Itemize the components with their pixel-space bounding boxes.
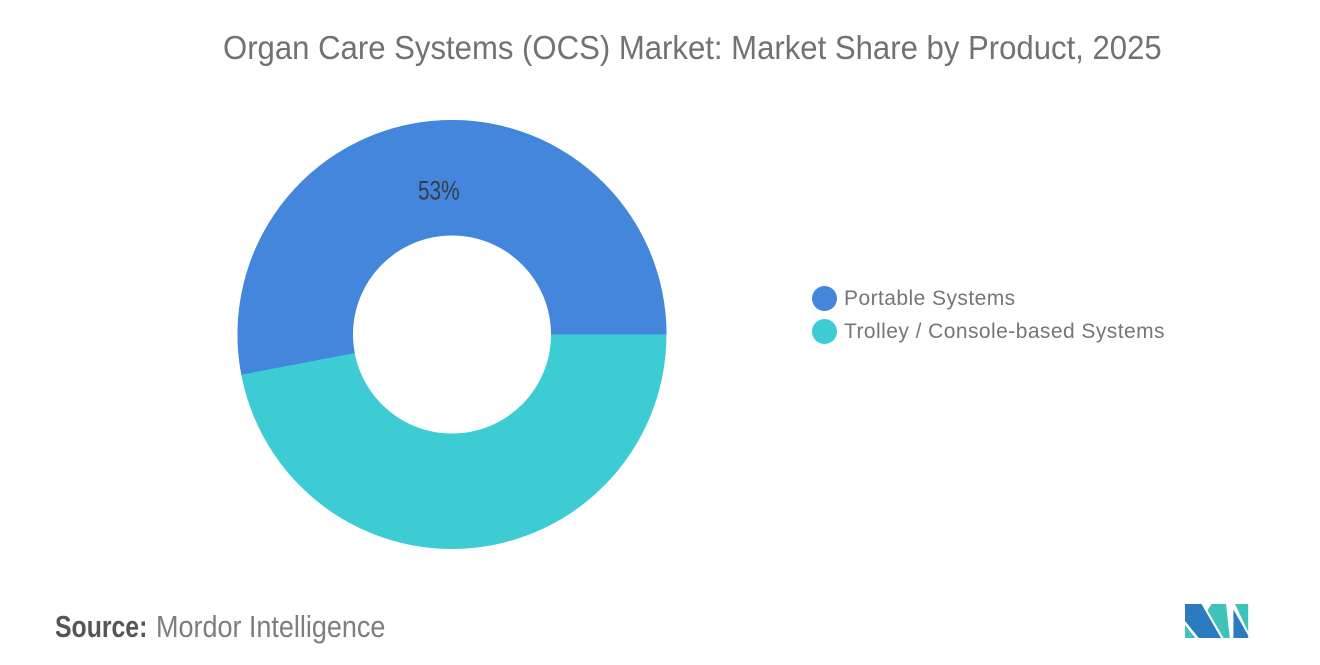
svg-text:53%: 53% bbox=[418, 175, 460, 205]
